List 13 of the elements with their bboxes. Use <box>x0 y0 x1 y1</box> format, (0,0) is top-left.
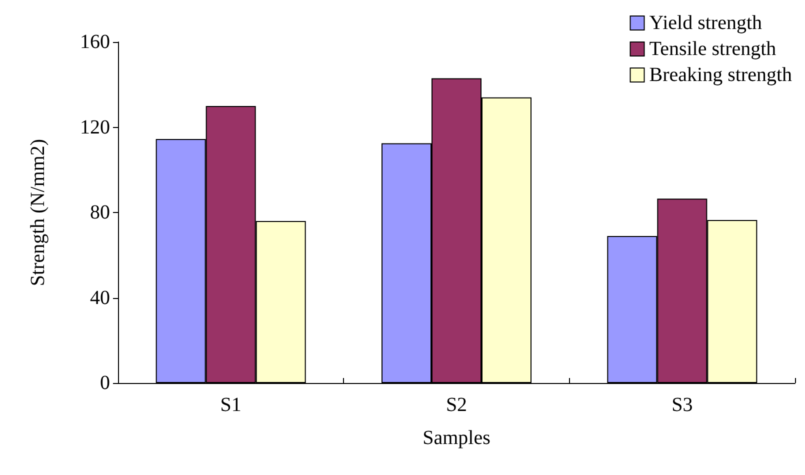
y-axis-title: Strength (N/mm2) <box>27 138 49 286</box>
y-tick-label: 80 <box>90 202 110 224</box>
x-tick-label: S1 <box>220 394 242 416</box>
legend-label: Tensile strength <box>649 38 776 60</box>
x-axis-title: Samples <box>422 427 491 449</box>
legend-label: Breaking strength <box>649 64 792 86</box>
legend-label: Yield strength <box>649 12 762 34</box>
x-tick-label: S2 <box>446 394 468 416</box>
y-tick-label: 0 <box>100 372 110 394</box>
y-tick-label: 160 <box>80 31 110 53</box>
x-tick-label: S3 <box>672 394 693 416</box>
y-tick-label: 40 <box>90 286 110 309</box>
y-tick-label: 120 <box>80 116 110 138</box>
